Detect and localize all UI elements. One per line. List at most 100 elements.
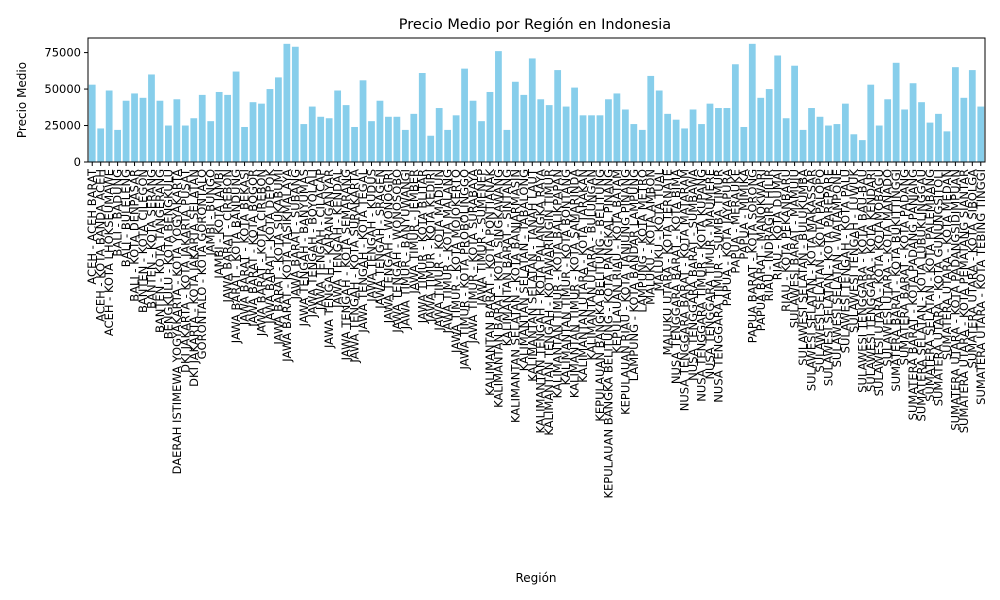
bar	[808, 108, 815, 162]
bar	[156, 100, 164, 162]
x-tick-label: JAWA TIMUR - BANYUWANGI	[398, 169, 412, 330]
x-tick-label: ACEH - KOTA LHOKSEUMAWE	[102, 169, 116, 336]
x-tick-label: PAPUA - KOTA JAYAPURA	[720, 169, 734, 306]
bar	[791, 65, 798, 162]
x-tick-label: BALI - KOTA DENPASAR	[128, 169, 142, 302]
x-tick-label: SUMATERA BARAT - KOTA PADANG PANJANG	[906, 169, 920, 420]
x-tick-label: JAWA TENGAH - KOTA TEGAL	[356, 168, 370, 333]
x-tick-label: JAWA TIMUR - KOTA MADIUN	[432, 169, 446, 332]
bar	[723, 108, 731, 162]
bar	[621, 109, 629, 162]
x-tick-label: JAWA TIMUR - KOTA MALANG	[441, 169, 455, 334]
x-tick-label: JAWA TENGAH - KENDAL	[331, 168, 345, 308]
x-tick-label: JAWA TENGAH - CILACAP	[314, 169, 328, 311]
bar	[638, 129, 646, 162]
bar	[401, 129, 409, 162]
bar	[647, 75, 655, 162]
y-axis-label: Precio Medio	[15, 62, 29, 138]
bar	[266, 89, 274, 162]
x-tick-label: BANTEN - KOTA CILEGON	[136, 169, 150, 313]
x-tick-label: KALIMANTAN UTARA - KOTA TARAKAN	[576, 169, 590, 383]
x-tick-label: NUSA TENGGARA BARAT - KOTA MATARAM	[678, 169, 692, 411]
bar	[241, 126, 248, 162]
x-tick-label: JAWA TENGAH - BANYUMAS	[297, 169, 311, 327]
x-tick-label: SULAWESI SELATAN - WATAMPONE	[830, 169, 844, 367]
bar	[232, 71, 240, 162]
x-tick-label: GORONTALO - KOTA GORONTALO	[195, 169, 209, 359]
x-tick-label: NUSA TENGGARA TIMUR - MAUMERE	[703, 169, 717, 380]
x-tick-label: KEPULAUAN BANGKA BELITUNG - BELITUNG	[593, 169, 607, 422]
bar	[731, 64, 739, 162]
bar	[867, 84, 875, 162]
x-tick-label: SULAWESI UTARA - KOTA KOTAMOBAGU	[872, 169, 886, 396]
x-tick-label: SUMATERA UTARA - KOTA MEDAN	[940, 169, 954, 360]
bar	[909, 83, 917, 162]
x-tick-label: SULAWESI SELATAN - KOTA PAREPARE	[821, 169, 835, 386]
bar	[655, 90, 663, 162]
x-tick-label: JAWA TIMUR - KOTA BLITAR	[415, 169, 429, 324]
y-tick-label: 50000	[44, 82, 81, 96]
x-tick-label: MALUKU - KOTA AMBON	[644, 169, 658, 305]
bar	[207, 121, 215, 162]
x-tick-label: KALIMANTAN BARAT - KOTA PONTIANAK	[483, 169, 497, 396]
x-tick-label: PAPUA BARAT - MANOKWARI	[754, 169, 768, 331]
bar	[249, 102, 257, 162]
bar	[486, 91, 494, 162]
x-tick-label: JAWA TENGAH - KOTA SEMARANG	[339, 169, 353, 361]
bar	[190, 118, 198, 162]
x-tick-label: KALIMANTAN UTARA - BULUNGAN	[585, 169, 599, 360]
x-tick-label: SULAWESI TENGAH - KOTA PALU	[838, 169, 852, 353]
x-tick-label: KALIMANTAN TENGAH - KOTAWARINGIN TIMUR	[542, 169, 556, 436]
x-tick-label: ACEH - ACEH BARAT	[85, 168, 99, 285]
bar	[613, 93, 621, 162]
bar	[88, 84, 96, 162]
bar	[825, 125, 832, 162]
bar	[664, 113, 672, 162]
bar	[545, 105, 553, 162]
x-tick-label: JAWA TIMUR - KOTA SURABAYA	[466, 169, 480, 345]
bar	[275, 77, 282, 162]
bar	[173, 99, 181, 162]
x-tick-label: DKI JAKARTA - KOTA JAKARTA PUSAT	[178, 168, 192, 373]
x-tick-label: NUSA TENGGARA TIMUR - SUMBA TIMUR	[711, 169, 725, 403]
x-tick-label: JAWA TIMUR - KOTA MOJOKERTO	[449, 169, 463, 354]
x-tick-label: SUMATERA UTARA - KOTA PADANGSIDIMPUAN	[948, 169, 962, 431]
x-tick-label: MALUKU UTARA - KOTA TERNATE	[661, 169, 675, 355]
x-tick-label: JAWA BARAT - KOTA BEKASI	[238, 169, 252, 326]
bar	[630, 124, 638, 162]
bar	[537, 99, 545, 162]
x-tick-label: RIAU - KOTA PEKANBARU	[779, 169, 793, 312]
bar	[410, 113, 418, 162]
bar	[308, 106, 316, 162]
bar	[461, 68, 468, 162]
x-tick-label: DAERAH ISTIMEWA YOGYAKARTA - KOTA YOGYAK…	[170, 169, 184, 475]
x-tick-label: SUMATERA SELATAN - KOTA LUBUKLINGGAU	[915, 169, 929, 421]
bar	[359, 80, 367, 162]
bar	[571, 87, 578, 162]
bar	[816, 116, 824, 162]
x-tick-label: SUMATERA SELATAN - KOTA PALEMBANG	[923, 169, 937, 402]
bar	[884, 99, 892, 162]
x-tick-label: JAWA BARAT - KOTA TASIKMALAYA	[280, 169, 294, 363]
x-tick-label: PAPUA - MIMIKA	[737, 169, 751, 260]
x-tick-label: SUMATERA UTARA - KOTA GUNUNGSITOLI	[931, 169, 945, 406]
x-tick-label: JAWA BARAT - KOTA BOGOR	[246, 169, 260, 328]
x-tick-label: MALUKU - KOTA TUAL	[652, 168, 666, 291]
bar	[605, 99, 612, 162]
bar	[977, 106, 985, 162]
bar	[858, 140, 866, 162]
bar	[495, 51, 502, 163]
x-tick-label: SUMATERA BARAT - KOTA BUKITTINGGI	[889, 169, 903, 392]
x-tick-label: LAMPUNG - KOTA BANDAR LAMPUNG	[627, 169, 641, 381]
bar	[114, 129, 122, 162]
bar	[452, 115, 460, 162]
bar	[926, 122, 934, 162]
x-tick-label: SULAWESI TENGGARA - KOTA KENDARI	[864, 169, 878, 392]
x-tick-label: JAWA BARAT - KOTA DEPOK	[263, 169, 277, 325]
x-tick-label: BENGKULU - KOTA BENGKULU	[161, 169, 175, 339]
x-tick-label: KALIMANTAN BARAT - KOTA SINGKAWANG	[491, 169, 505, 408]
bar	[672, 119, 680, 162]
bar	[943, 131, 951, 162]
x-tick-label: SULAWESI BARAT - MAMUJU	[788, 169, 802, 328]
bar	[757, 97, 765, 162]
